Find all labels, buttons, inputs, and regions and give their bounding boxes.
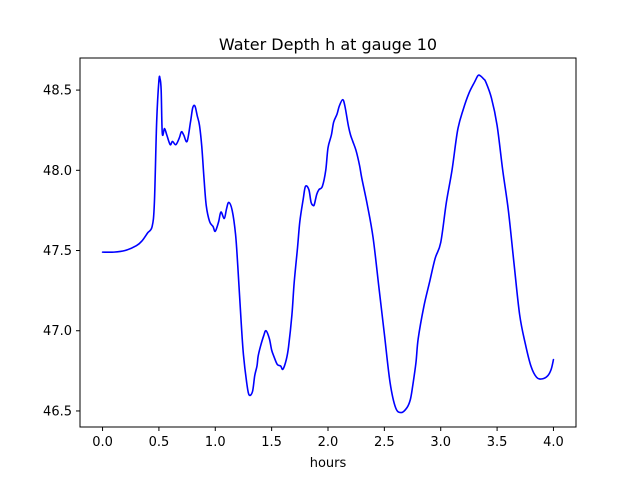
x-tick-label: 3.0	[430, 435, 451, 450]
y-tick-label: 48.0	[43, 164, 72, 179]
x-tick-label: 3.5	[487, 435, 508, 450]
x-tick-label: 1.0	[205, 435, 226, 450]
x-tick-label: 4.0	[543, 435, 564, 450]
x-tick-label: 0.0	[92, 435, 113, 450]
y-axis-ticks: 46.5 47.0 47.5 48.0 48.5	[43, 84, 80, 419]
y-tick-label: 48.5	[43, 84, 72, 99]
x-tick-label: 0.5	[149, 435, 170, 450]
x-tick-label: 1.5	[261, 435, 282, 450]
water-depth-series-line	[101, 74, 555, 414]
y-tick-label: 47.5	[43, 244, 72, 259]
y-tick-label: 46.5	[43, 404, 72, 419]
x-axis-label: hours	[310, 456, 347, 471]
chart-title: Water Depth h at gauge 10	[219, 35, 437, 54]
plot-area	[79, 57, 577, 428]
x-axis-ticks: 0.0 0.5 1.0 1.5 2.0 2.5 3.0 3.5 4.0	[92, 427, 564, 450]
y-tick-label: 47.0	[43, 324, 72, 339]
x-tick-label: 2.0	[318, 435, 339, 450]
x-tick-label: 2.5	[374, 435, 395, 450]
